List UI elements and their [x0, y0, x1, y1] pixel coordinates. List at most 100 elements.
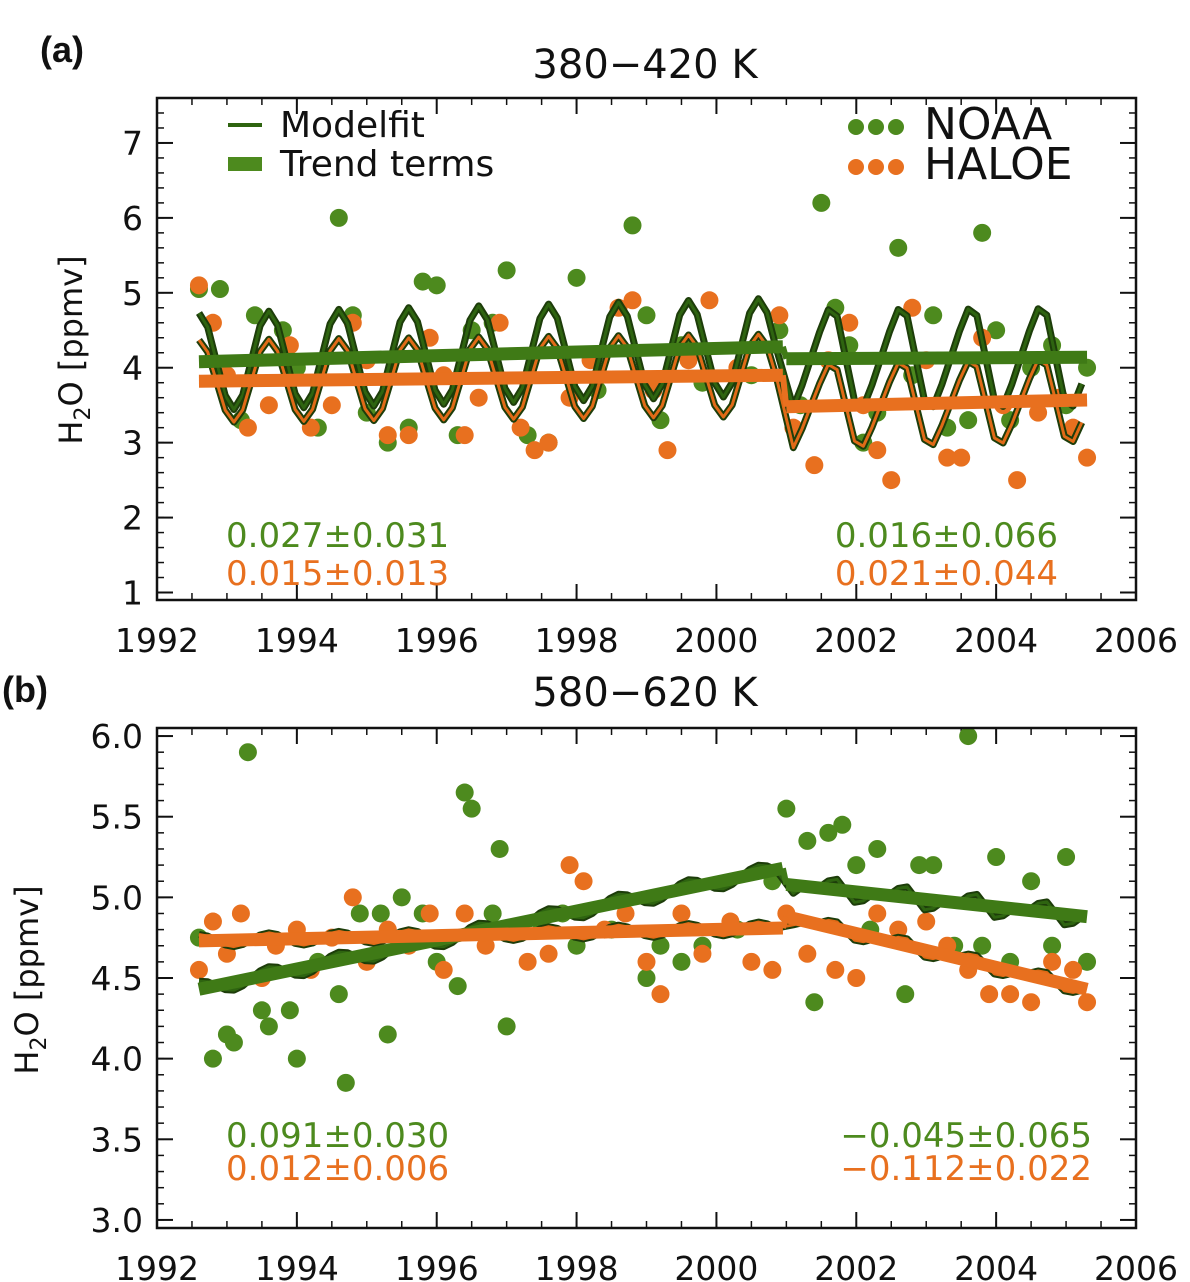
panel-b-y-tick-label: 4.0	[91, 1040, 143, 1079]
panel-b-noaa-point	[959, 727, 978, 746]
panel-a-noaa-point	[987, 321, 1006, 340]
panel-b-haloe-trend-post: −0.112±0.022	[840, 1149, 1092, 1189]
panel-b-noaa-point	[448, 977, 467, 996]
panel-b-title: 580−620 K	[532, 670, 759, 716]
panel-a-haloe-point	[455, 426, 474, 445]
panel-b-ylabel: H2O [ppmv]	[8, 885, 52, 1074]
panel-b-noaa-point	[1078, 952, 1097, 971]
panel-a-haloe-point	[1078, 448, 1097, 467]
panel-b-noaa-point	[847, 856, 866, 875]
panel-a-haloe-point	[868, 441, 887, 460]
legend-noaa-marker	[868, 119, 884, 135]
panel-b-haloe-point	[476, 936, 495, 955]
panel-a-noaa-point	[889, 238, 908, 257]
panel-a-haloe-point	[511, 418, 530, 437]
panel-a-haloe-point	[1029, 403, 1048, 422]
panel-b-noaa-point	[672, 952, 691, 971]
panel-a: (a) 380−420 K H2O [ppmv] 1992 1994 1996 199…	[40, 29, 1178, 660]
panel-a-haloe-trend-jump	[779, 374, 790, 408]
panel-b-haloe-point	[1064, 960, 1083, 979]
panel-b-haloe-point	[798, 944, 817, 963]
legend-trend-label: Trend terms	[279, 144, 494, 185]
panel-b-noaa-point	[1057, 848, 1076, 867]
panel-a-noaa-point	[812, 193, 831, 212]
panel-b-noaa-point	[833, 815, 852, 834]
panel-b-noaa-point	[637, 969, 656, 987]
panel-b-y-tick-label: 5.0	[91, 878, 143, 917]
panel-b-haloe-point	[539, 944, 558, 963]
panel-a-haloe-trend-post: 0.021±0.044	[835, 554, 1058, 594]
panel-a-ylabel: H2O [ppmv]	[52, 255, 96, 444]
panel-b-haloe-point	[1022, 993, 1041, 1012]
panel-a-y-tick-label: 5	[122, 274, 143, 313]
panel-a-haloe-trend-segment	[786, 393, 1088, 414]
panel-b-noaa-point	[868, 839, 887, 858]
panel-a-haloe-point	[259, 396, 278, 415]
panel-b-haloe-point	[343, 888, 362, 907]
panel-b-noaa-point	[973, 936, 992, 955]
panel-b-haloe-point	[672, 904, 691, 923]
panel-b-noaa-point	[497, 1017, 516, 1036]
panel-b-haloe-point	[889, 920, 908, 939]
panel-b-x-tick-label: 1992	[115, 1249, 199, 1282]
panel-b-noaa-point	[805, 993, 824, 1012]
panel-b-haloe-trend-segment	[784, 910, 1089, 996]
panel-a-haloe-point	[623, 291, 642, 310]
panel-a-haloe-trend-segment	[198, 368, 783, 388]
panel-a-tag: (a)	[40, 29, 84, 70]
legend-noaa-marker	[888, 119, 904, 135]
panel-a-haloe-point	[378, 426, 397, 445]
panel-b-haloe-point	[847, 969, 866, 987]
panel-b-haloe-point	[763, 960, 782, 979]
panel-a-x-tick-label: 1992	[115, 621, 199, 660]
panel-b-x-tick-label: 2004	[954, 1249, 1038, 1282]
panel-a-haloe-point	[539, 433, 558, 452]
panel-b-noaa-point	[798, 831, 817, 850]
panel-a-haloe-point	[938, 448, 957, 467]
panel-b-haloe-point	[1078, 993, 1097, 1012]
panel-b-haloe-point	[693, 944, 712, 963]
panel-a-y-tick-label: 3	[122, 424, 143, 463]
panel-b-y-tick-label: 4.5	[91, 959, 143, 998]
panel-b-noaa-trend-jump	[779, 867, 790, 886]
panel-b-haloe-point	[420, 904, 439, 923]
panel-b-haloe-point	[917, 912, 936, 931]
panel-b-haloe-trend-jump	[779, 915, 790, 929]
panel-a-haloe-point	[322, 396, 341, 415]
panel-b-x-tick-label: 1994	[255, 1249, 339, 1282]
panel-a-x-tick-label: 1994	[255, 621, 339, 660]
panel-b-noaa-trend-segment	[785, 877, 1088, 924]
panel-a-x-tick-label: 2004	[954, 621, 1038, 660]
panel-b-haloe-point	[203, 912, 222, 931]
panel-b-haloe-point	[574, 872, 593, 891]
legend-haloe-label: HALOE	[924, 139, 1073, 190]
panel-b-noaa-point	[455, 783, 474, 802]
panel-a-x-tick-label: 2000	[674, 621, 758, 660]
panel-b-noaa-point	[329, 985, 348, 1004]
panel-b-noaa-point	[252, 1001, 271, 1020]
panel-a-noaa-trend-post: 0.016±0.066	[835, 516, 1058, 556]
panel-b-plot: 1992 1994 1996 1998 2000 2002 2004 2006 3.0 3.5 4.…	[91, 717, 1178, 1282]
panel-a-haloe-point	[805, 456, 824, 475]
panel-b-y-tick-label: 3.0	[91, 1201, 143, 1240]
panel-b-noaa-point	[259, 1017, 278, 1036]
legend: Modelfit Trend terms NOAA HALOE	[228, 99, 1073, 190]
panel-a-noaa-point	[637, 306, 656, 325]
panel-b-noaa-point	[203, 1049, 222, 1068]
panel-a-haloe-point	[700, 291, 719, 310]
panel-a-axes-frame	[155, 96, 1138, 602]
legend-haloe-marker	[888, 159, 904, 175]
panel-b-haloe-point	[616, 904, 635, 923]
panel-a-haloe-point	[189, 276, 208, 295]
panel-a-y-tick-label: 6	[122, 199, 143, 238]
panel-b-x-tick-label: 2002	[814, 1249, 898, 1282]
panel-a-noaa-trend-segment	[198, 340, 784, 369]
panel-a-haloe-point	[840, 313, 859, 332]
panel-b-noaa-point	[224, 1033, 243, 1052]
panel-b-noaa-point	[777, 799, 796, 818]
panel-a-haloe-point	[490, 313, 509, 332]
panel-a-noaa-trend-segment	[786, 350, 1088, 366]
panel-b-haloe-point	[189, 960, 208, 979]
legend-haloe-marker	[868, 159, 884, 175]
panel-b-noaa-point	[896, 985, 915, 1004]
